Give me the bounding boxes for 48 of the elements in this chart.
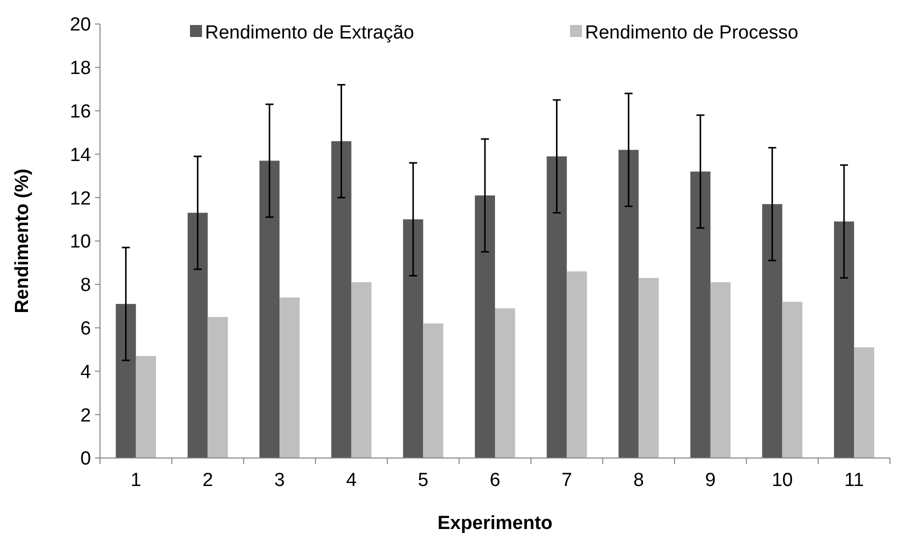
bar — [710, 282, 731, 458]
x-axis-title: Experimento — [437, 513, 553, 534]
x-tick-label: 11 — [844, 470, 864, 491]
x-tick-label: 4 — [346, 470, 358, 491]
x-tick-label: 10 — [772, 470, 793, 491]
bar — [116, 304, 136, 458]
x-tick-label: 2 — [202, 470, 214, 491]
x-tick-label: 9 — [705, 470, 716, 491]
bar — [259, 160, 280, 458]
bar — [495, 308, 516, 458]
y-tick-label: 6 — [80, 318, 91, 340]
x-tick-label: 7 — [562, 470, 572, 491]
bar — [618, 150, 639, 458]
bar — [638, 278, 659, 458]
y-tick-label: 16 — [70, 101, 91, 122]
y-tick-label: 20 — [70, 14, 91, 36]
x-tick-label: 5 — [418, 470, 428, 491]
bar — [331, 141, 352, 458]
x-tick-label: 8 — [633, 470, 644, 491]
bar — [474, 195, 495, 458]
bar — [782, 302, 802, 458]
bar — [423, 323, 444, 458]
legend-label: Rendimento de Extração — [205, 22, 414, 44]
y-axis-title: Rendimento (%) — [12, 168, 33, 314]
x-tick-label: 3 — [274, 470, 285, 491]
bar — [546, 156, 567, 458]
y-tick-label: 8 — [80, 275, 91, 296]
x-tick-label: 6 — [490, 470, 500, 491]
bar — [690, 172, 710, 458]
y-tick-label: 14 — [70, 144, 92, 166]
bar — [566, 271, 587, 458]
y-tick-label: 18 — [70, 58, 91, 80]
bar — [208, 316, 228, 458]
legend-label: Rendimento de Processo — [585, 22, 798, 44]
bar — [280, 297, 300, 458]
bar — [403, 219, 424, 458]
bar — [854, 347, 874, 458]
bar — [834, 221, 854, 458]
bar — [762, 204, 782, 458]
bar — [188, 212, 208, 458]
y-tick-label: 12 — [70, 188, 91, 210]
bar — [136, 356, 156, 458]
bar — [351, 282, 372, 458]
y-tick-label: 0 — [80, 448, 91, 470]
y-tick-label: 4 — [80, 362, 92, 383]
x-tick-label: 1 — [130, 470, 142, 491]
y-tick-label: 2 — [80, 405, 91, 426]
y-tick-label: 10 — [70, 232, 91, 253]
